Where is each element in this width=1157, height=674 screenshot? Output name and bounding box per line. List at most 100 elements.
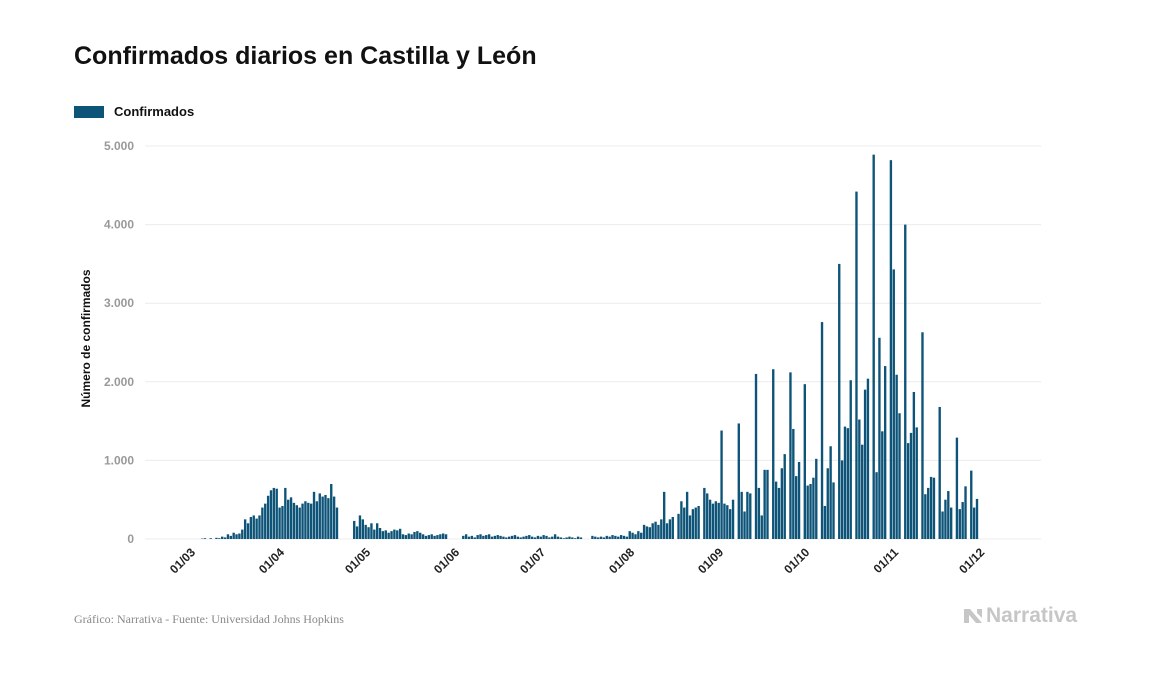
- bar: [229, 535, 232, 539]
- bar: [266, 495, 270, 539]
- bar: [407, 533, 410, 539]
- bar: [421, 534, 425, 539]
- bar: [476, 535, 479, 539]
- bar: [355, 526, 359, 539]
- bar: [783, 454, 786, 539]
- bar: [792, 428, 795, 539]
- bar: [927, 487, 930, 539]
- bar: [774, 481, 778, 539]
- bar: [726, 505, 729, 539]
- bar: [525, 535, 528, 539]
- x-tick-label: 01/05: [342, 545, 373, 576]
- bar: [298, 507, 301, 539]
- bar: [373, 529, 376, 539]
- bar: [258, 515, 261, 539]
- bar: [866, 378, 870, 539]
- bar: [921, 332, 924, 539]
- bar: [838, 263, 841, 539]
- bar: [855, 191, 858, 539]
- bar: [717, 502, 720, 539]
- bar: [846, 428, 850, 539]
- bar: [729, 509, 732, 539]
- bar: [731, 499, 735, 539]
- bar: [496, 535, 499, 539]
- bar: [545, 535, 548, 539]
- bar: [424, 535, 428, 539]
- bar: [634, 534, 637, 539]
- bar: [384, 530, 387, 539]
- bar: [332, 496, 336, 539]
- bar: [766, 469, 769, 539]
- bar: [436, 535, 439, 539]
- bar: [743, 511, 746, 539]
- bar: [881, 431, 884, 539]
- bar: [508, 536, 511, 539]
- bar: [820, 322, 824, 539]
- bar: [912, 392, 916, 539]
- bar: [238, 533, 241, 539]
- bar: [677, 513, 680, 539]
- bar: [309, 503, 313, 539]
- bar: [740, 491, 743, 539]
- bar: [243, 519, 247, 539]
- bar: [272, 487, 276, 539]
- bar: [215, 537, 218, 539]
- bar: [599, 536, 603, 539]
- bar: [665, 523, 669, 539]
- bar: [694, 507, 697, 539]
- bar: [396, 530, 399, 539]
- bar: [264, 503, 267, 539]
- bar: [645, 526, 649, 539]
- bar: [622, 535, 626, 539]
- bar: [516, 536, 519, 539]
- bar: [832, 482, 835, 539]
- bar: [660, 519, 663, 539]
- bar: [536, 535, 540, 539]
- bar: [883, 366, 887, 539]
- y-tick-label: 0: [127, 532, 134, 546]
- bar: [703, 487, 706, 539]
- bar: [746, 491, 749, 539]
- bar: [364, 524, 367, 539]
- bar: [335, 507, 339, 539]
- bar: [548, 537, 551, 539]
- bar: [404, 535, 408, 539]
- bar: [909, 432, 913, 539]
- x-tick-label: 01/08: [606, 545, 637, 576]
- bar: [863, 389, 867, 539]
- bar: [430, 534, 433, 539]
- bar: [387, 532, 390, 539]
- bar: [556, 536, 560, 539]
- bar: [596, 537, 600, 539]
- bar: [760, 515, 763, 539]
- bar: [964, 486, 967, 539]
- x-tick-label: 01/11: [871, 545, 902, 576]
- bar: [568, 536, 571, 539]
- bar: [361, 519, 364, 539]
- bar: [949, 507, 953, 539]
- x-tick-label: 01/04: [256, 545, 287, 576]
- bar: [797, 461, 801, 539]
- bar: [723, 503, 726, 539]
- bar: [218, 538, 221, 539]
- bar: [772, 369, 775, 539]
- bar: [614, 535, 617, 539]
- bar: [697, 505, 700, 539]
- bar: [628, 531, 631, 539]
- bar: [530, 536, 534, 539]
- bar: [370, 523, 373, 539]
- bar: [654, 521, 657, 539]
- bar: [789, 372, 792, 539]
- bar: [292, 502, 296, 539]
- x-tick-label: 01/10: [781, 545, 812, 576]
- bar: [898, 413, 901, 539]
- bar: [413, 531, 416, 539]
- y-tick-label: 3.000: [104, 296, 134, 310]
- bar: [307, 502, 310, 539]
- y-tick-label: 1.000: [104, 453, 134, 467]
- bar: [559, 537, 563, 539]
- bar: [519, 537, 522, 539]
- bar: [648, 527, 651, 539]
- bar: [562, 538, 565, 539]
